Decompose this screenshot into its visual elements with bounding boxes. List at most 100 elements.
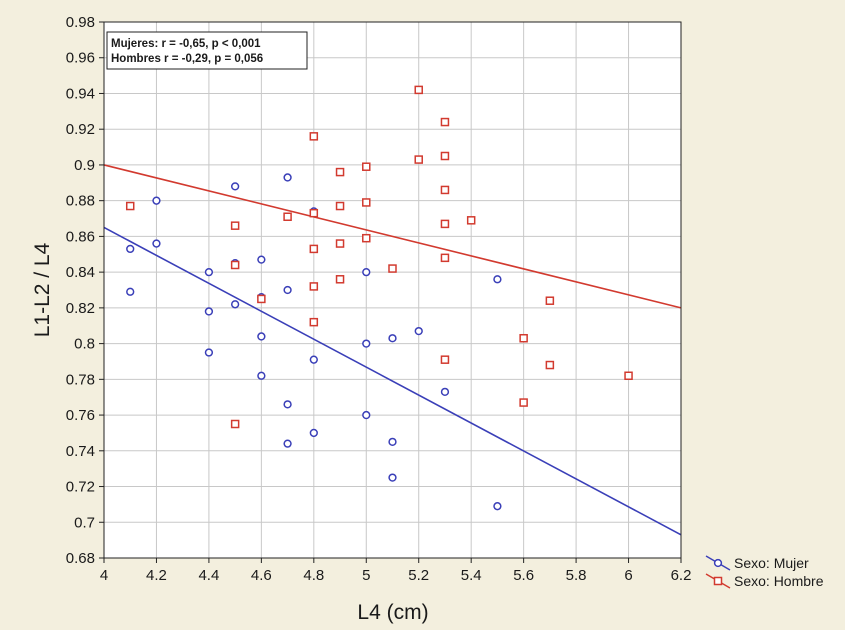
- plot-area: [104, 22, 681, 558]
- annotation-line-mujeres: Mujeres: r = -0,65, p < 0,001: [111, 38, 261, 50]
- y-tick-label: 0.98: [66, 14, 95, 31]
- point-hombre: [335, 275, 345, 284]
- fit-line-hombre: [103, 164, 682, 309]
- y-tick-label: 0.82: [66, 300, 95, 317]
- point-mujer: [493, 275, 502, 284]
- legend-marker-hombre: [713, 576, 723, 586]
- y-tick-label: 0.74: [66, 443, 95, 460]
- point-mujer: [283, 400, 292, 409]
- y-tick-label: 0.78: [66, 371, 95, 388]
- fit-lines: [103, 164, 682, 536]
- point-hombre: [230, 419, 240, 429]
- y-tick-label: 0.68: [66, 550, 95, 567]
- point-hombre: [388, 264, 397, 273]
- point-hombre: [230, 260, 240, 270]
- y-tick-label: 0.72: [66, 479, 95, 496]
- point-mujer: [362, 410, 371, 420]
- point-mujer: [230, 182, 240, 191]
- point-hombre: [466, 216, 476, 225]
- y-tick-label: 0.94: [66, 85, 95, 102]
- legend: Sexo: Mujer Sexo: Hombre: [705, 555, 824, 589]
- point-mujer: [388, 437, 397, 447]
- point-mujer: [362, 339, 371, 348]
- point-mujer: [283, 173, 292, 182]
- point-mujer: [257, 255, 266, 264]
- y-tick-label: 0.76: [66, 407, 95, 424]
- point-mujer: [440, 387, 450, 396]
- point-hombre: [440, 185, 450, 195]
- point-hombre: [440, 355, 450, 364]
- x-tick-label: 5.2: [408, 567, 429, 584]
- point-mujer: [309, 355, 318, 364]
- point-mujer: [152, 239, 161, 248]
- y-tick-label: 0.88: [66, 193, 95, 210]
- y-tick-label: 0.7: [74, 514, 95, 531]
- plot-frame: [103, 21, 682, 559]
- point-mujer: [309, 428, 318, 438]
- x-tick-label: 4: [100, 567, 108, 584]
- x-tick-labels: 4 4.2 4.4 4.6 4.8 5 5.2 5.4 5.6 5.8 6 6.2: [100, 558, 692, 584]
- point-mujer: [388, 334, 397, 343]
- point-hombre: [624, 371, 633, 381]
- point-hombre: [335, 239, 345, 248]
- point-mujer: [362, 267, 371, 277]
- point-hombre: [440, 117, 450, 127]
- x-tick-label: 5.4: [461, 567, 482, 584]
- point-mujer: [126, 244, 135, 254]
- x-tick-label: 5.6: [513, 567, 534, 584]
- point-hombre: [362, 162, 371, 171]
- point-hombre: [309, 208, 319, 218]
- point-hombre: [309, 244, 319, 254]
- annotation-line-hombres: Hombres r = -0,29, p = 0,056: [111, 53, 263, 65]
- point-hombre: [362, 233, 371, 243]
- point-mujer: [257, 371, 266, 380]
- y-tick-labels: 0.68 0.7 0.72 0.74 0.76 0.78 0.8 0.82 0.84 0.86 0.…: [66, 14, 104, 567]
- point-hombre: [257, 294, 266, 304]
- point-mujer: [388, 473, 397, 482]
- point-mujer: [414, 326, 423, 336]
- x-tick-label: 4.4: [198, 567, 219, 584]
- point-hombre: [440, 219, 450, 229]
- x-tick-label: 5.8: [566, 567, 587, 584]
- x-tick-label: 6: [624, 567, 632, 584]
- point-mujer: [126, 287, 135, 296]
- point-mujer: [204, 348, 214, 357]
- point-mujer: [204, 267, 214, 277]
- y-tick-label: 0.92: [66, 121, 95, 138]
- stats-annotation-box: [106, 31, 308, 70]
- fit-line-mujer: [103, 226, 682, 536]
- point-hombre: [414, 85, 423, 95]
- point-mujer: [230, 300, 240, 309]
- point-hombre: [335, 167, 345, 177]
- point-hombre: [230, 221, 240, 230]
- point-hombre: [283, 212, 292, 221]
- point-mujer: [493, 502, 502, 511]
- point-hombre: [335, 201, 345, 211]
- point-hombre: [309, 132, 319, 141]
- point-hombre: [362, 198, 371, 207]
- point-hombre: [519, 398, 528, 407]
- x-tick-label: 4.2: [146, 567, 167, 584]
- point-hombre: [519, 333, 528, 343]
- y-axis-title: L1-L2 / L4: [31, 242, 54, 337]
- point-hombre: [125, 201, 135, 211]
- x-tick-label: 5: [362, 567, 370, 584]
- point-hombre: [309, 317, 319, 327]
- point-mujer: [257, 332, 266, 341]
- point-hombre: [545, 296, 555, 305]
- point-hombre: [309, 282, 319, 291]
- legend-item-hombre: Sexo: Hombre: [705, 573, 824, 589]
- legend-label-hombre: Sexo: Hombre: [734, 573, 824, 589]
- point-mujer: [283, 285, 292, 295]
- point-hombre: [414, 155, 423, 164]
- point-hombre: [545, 360, 555, 370]
- legend-item-mujer: Sexo: Mujer: [705, 555, 809, 571]
- point-mujer: [204, 307, 214, 316]
- x-tick-label: 6.2: [671, 567, 692, 584]
- legend-label-mujer: Sexo: Mujer: [734, 555, 809, 571]
- x-tick-label: 4.8: [303, 567, 324, 584]
- y-tick-label: 0.8: [74, 336, 95, 353]
- y-tick-label: 0.96: [66, 50, 95, 67]
